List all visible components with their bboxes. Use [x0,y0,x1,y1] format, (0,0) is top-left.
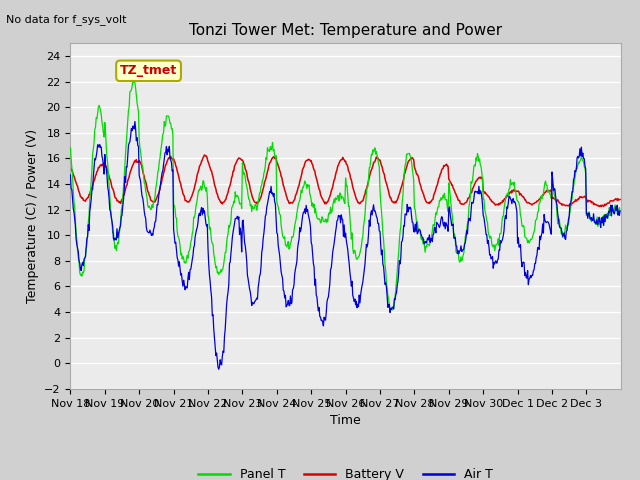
Text: No data for f_sys_volt: No data for f_sys_volt [6,14,127,25]
X-axis label: Time: Time [330,414,361,427]
Y-axis label: Temperature (C) / Power (V): Temperature (C) / Power (V) [26,129,38,303]
Title: Tonzi Tower Met: Temperature and Power: Tonzi Tower Met: Temperature and Power [189,23,502,38]
Legend: Panel T, Battery V, Air T: Panel T, Battery V, Air T [193,463,498,480]
Text: TZ_tmet: TZ_tmet [120,64,177,77]
